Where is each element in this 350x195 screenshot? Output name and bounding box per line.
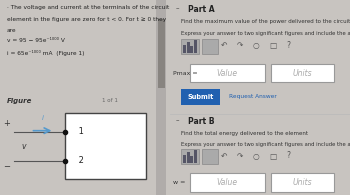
Text: +: + [4, 119, 10, 128]
Bar [194, 40, 197, 53]
Bar [190, 46, 193, 53]
Text: Value: Value [217, 178, 238, 187]
Text: 1: 1 [76, 127, 84, 136]
Bar [190, 156, 193, 163]
Text: Find the total energy delivered to the element: Find the total energy delivered to the e… [181, 131, 308, 136]
Text: are: are [7, 28, 16, 33]
Text: Find the maximum value of the power delivered to the circuit: Find the maximum value of the power deli… [181, 20, 350, 25]
Text: ↶: ↶ [220, 152, 227, 160]
Text: Units: Units [292, 69, 312, 78]
Text: Value: Value [217, 69, 238, 78]
Text: □: □ [269, 41, 276, 50]
Text: –: – [175, 5, 178, 11]
Bar [202, 39, 218, 54]
Text: 1 of 1: 1 of 1 [102, 98, 118, 103]
Text: ○: ○ [253, 152, 260, 160]
Text: · The voltage and current at the terminals of the circuit: · The voltage and current at the termina… [7, 5, 169, 10]
Text: w =: w = [173, 180, 186, 185]
Bar [187, 42, 190, 53]
Bar [271, 173, 334, 191]
Text: ?: ? [287, 152, 291, 160]
Text: Request Answer: Request Answer [229, 94, 277, 99]
Bar [187, 152, 190, 163]
Bar [202, 149, 218, 164]
Text: Submit: Submit [187, 94, 214, 99]
Bar [181, 39, 198, 54]
Bar [271, 64, 334, 82]
Text: –: – [175, 117, 178, 123]
Bar [190, 173, 265, 191]
Bar [181, 89, 220, 105]
Text: ○: ○ [253, 41, 260, 50]
Text: Pmax =: Pmax = [173, 71, 198, 76]
Text: i = 65e⁻¹⁰⁰⁰ mA  (Figure 1): i = 65e⁻¹⁰⁰⁰ mA (Figure 1) [7, 50, 84, 56]
Bar [183, 155, 186, 163]
Text: element in the figure are zero for t < 0. For t ≥ 0 they: element in the figure are zero for t < 0… [7, 17, 166, 22]
Text: □: □ [269, 152, 276, 160]
Bar [194, 150, 197, 163]
Text: Express your answer to two significant figures and include the appropriate units: Express your answer to two significant f… [181, 31, 350, 36]
Text: −: − [3, 162, 10, 171]
Text: ↷: ↷ [237, 41, 243, 50]
Bar [158, 20, 164, 88]
Text: Express your answer to two significant figures and include the appropriate units: Express your answer to two significant f… [181, 142, 350, 147]
Text: Part B: Part B [188, 117, 214, 126]
Text: Figure: Figure [7, 98, 32, 104]
Text: Part A: Part A [188, 5, 215, 14]
Bar [183, 45, 186, 53]
Text: i: i [41, 115, 43, 121]
Text: ?: ? [287, 41, 291, 50]
Text: v = 95 − 95e⁻¹⁰⁰⁰ V: v = 95 − 95e⁻¹⁰⁰⁰ V [7, 38, 65, 43]
Text: ↷: ↷ [237, 152, 243, 160]
Bar [181, 149, 198, 164]
Text: ↶: ↶ [220, 41, 227, 50]
Text: v: v [21, 142, 26, 151]
Text: Units: Units [292, 178, 312, 187]
Bar [64, 113, 146, 179]
Text: 2: 2 [76, 156, 84, 165]
Bar [190, 64, 265, 82]
Bar [156, 0, 166, 195]
